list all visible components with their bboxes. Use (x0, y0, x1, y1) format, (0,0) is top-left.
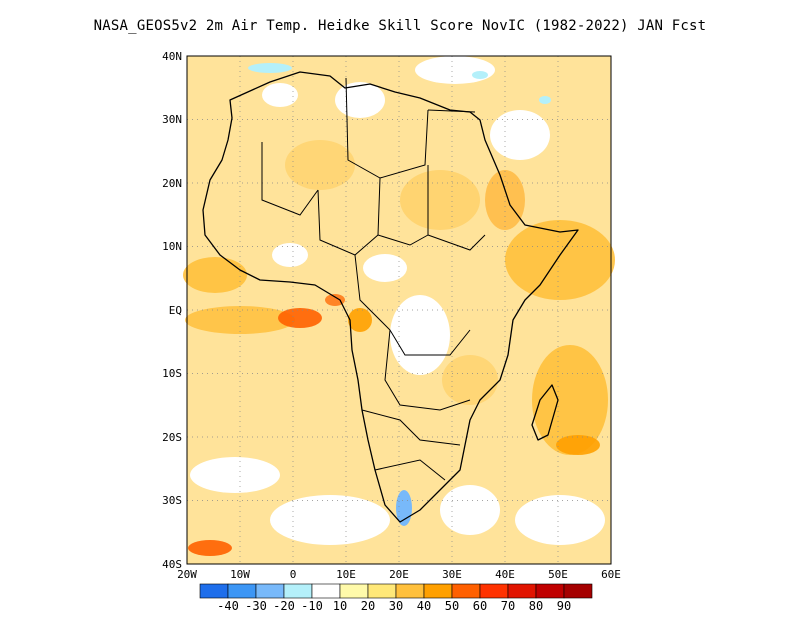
colorbar-swatch (311, 583, 341, 599)
colorbar-label: 80 (529, 599, 543, 613)
lat-label: 30S (162, 494, 182, 507)
lat-axis: 40N 30N 20N 10N EQ 10S 20S 30S 40S (162, 50, 182, 571)
lat-label: 20S (162, 431, 182, 444)
lat-label: EQ (169, 304, 182, 317)
lon-label: 0 (290, 568, 297, 581)
lon-label: 40E (495, 568, 515, 581)
lon-label: 60E (601, 568, 621, 581)
lat-label: 40S (162, 558, 182, 571)
colorbar (199, 583, 593, 599)
colorbar-label: 40 (417, 599, 431, 613)
lon-axis: 20W 10W 0 10E 20E 30E 40E 50E 60E (177, 568, 621, 581)
colorbar-swatch (227, 583, 257, 599)
africa-coastline (202, 71, 579, 523)
colorbar-label: -10 (301, 599, 323, 613)
lon-label: 30E (442, 568, 462, 581)
lat-label: 10S (162, 367, 182, 380)
colorbar-label: -40 (217, 599, 239, 613)
colorbar-swatch (507, 583, 537, 599)
colorbar-label: 20 (361, 599, 375, 613)
chart-title: NASA_GEOS5v2 2m Air Temp. Heidke Skill S… (93, 18, 707, 34)
colorbar-label: 10 (333, 599, 347, 613)
colorbar-label: -20 (273, 599, 295, 613)
colorbar-swatch (423, 583, 453, 599)
lat-label: 10N (162, 240, 182, 253)
colorbar-swatch (451, 583, 481, 599)
colorbar-label: 60 (473, 599, 487, 613)
colorbar-label: -30 (245, 599, 267, 613)
lat-label: 40N (162, 50, 182, 63)
lat-label: 30N (162, 113, 182, 126)
colorbar-swatch (367, 583, 397, 599)
colorbar-swatch (535, 583, 565, 599)
colorbar-swatch (339, 583, 369, 599)
colorbar-swatch (283, 583, 313, 599)
map-frame (186, 55, 612, 565)
colorbar-swatch (563, 583, 593, 599)
colorbar-swatch (395, 583, 425, 599)
colorbar-swatch (199, 583, 229, 599)
colorbar-labels: -40 -30 -20 -10 10 20 30 40 50 60 70 80 90 (217, 599, 571, 613)
colorbar-swatch (479, 583, 509, 599)
lon-label: 10E (336, 568, 356, 581)
colorbar-label: 30 (389, 599, 403, 613)
map-grid (187, 56, 611, 564)
colorbar-label: 70 (501, 599, 515, 613)
colorbar-swatch (255, 583, 285, 599)
lon-label: 20E (389, 568, 409, 581)
country-borders (261, 77, 486, 481)
lon-label: 10W (230, 568, 250, 581)
colorbar-label: 50 (445, 599, 459, 613)
colorbar-label: 90 (557, 599, 571, 613)
lon-label: 50E (548, 568, 568, 581)
lat-label: 20N (162, 177, 182, 190)
lon-label: 20W (177, 568, 197, 581)
